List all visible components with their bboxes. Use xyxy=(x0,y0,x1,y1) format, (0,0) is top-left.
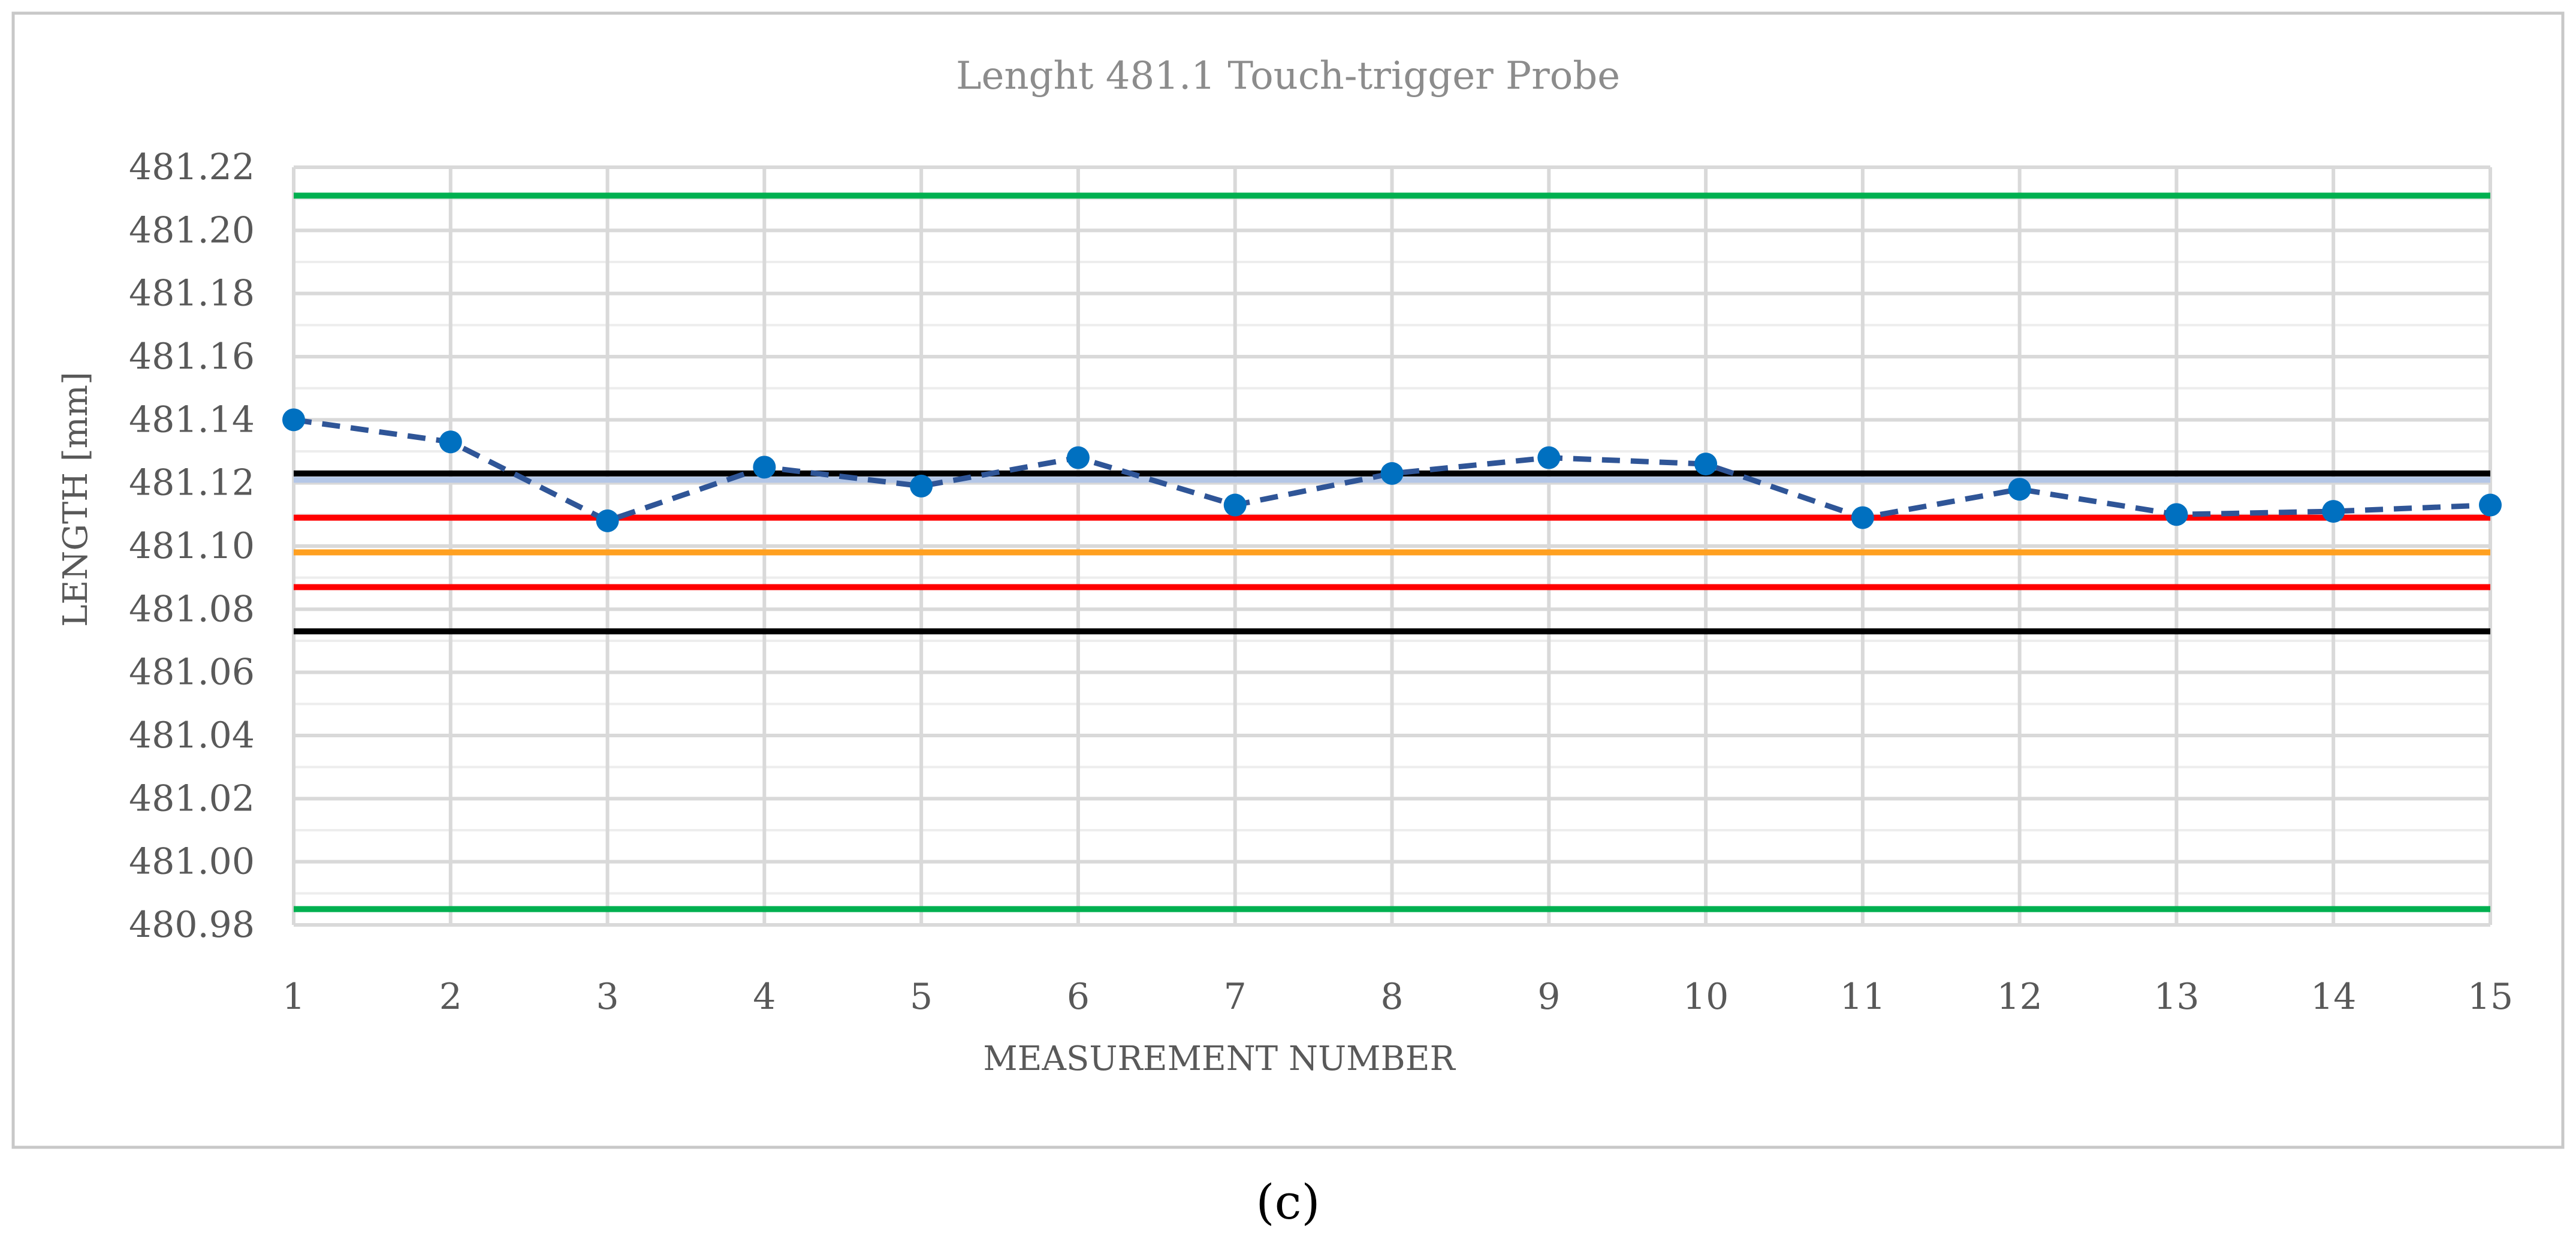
figure-caption: (c) xyxy=(1256,1174,1320,1230)
data-point xyxy=(1694,453,1718,476)
x-tick-label: 11 xyxy=(1840,976,1886,1018)
y-tick-label: 481.14 xyxy=(129,399,255,441)
data-point xyxy=(2322,500,2345,523)
x-tick-label: 6 xyxy=(1067,976,1090,1018)
y-axis-label: LENGTH [mm] xyxy=(56,372,95,627)
x-tick-label: 4 xyxy=(753,976,776,1018)
y-tick-label: 481.08 xyxy=(129,588,255,630)
data-point xyxy=(1851,506,1874,529)
y-tick-label: 481.16 xyxy=(129,336,255,378)
data-point xyxy=(1537,446,1561,469)
x-tick-label: 5 xyxy=(910,976,933,1018)
x-tick-labels: 1 2 3 4 5 6 7 8 9 10 11 12 13 14 15 xyxy=(282,976,2513,1018)
data-point xyxy=(1066,446,1090,469)
y-tick-label: 481.22 xyxy=(129,146,255,188)
y-tick-label: 481.00 xyxy=(129,841,255,883)
x-axis-label: MEASUREMENT NUMBER xyxy=(983,1039,1456,1078)
y-tick-label: 481.04 xyxy=(129,715,255,756)
x-tick-label: 9 xyxy=(1537,976,1560,1018)
data-point xyxy=(596,509,619,532)
data-point xyxy=(2008,478,2031,501)
y-tick-label: 481.10 xyxy=(129,525,255,567)
x-tick-label: 15 xyxy=(2468,976,2513,1018)
y-tick-label: 481.02 xyxy=(129,777,255,819)
data-point xyxy=(753,456,776,479)
chart-title: Lenght 481.1 Touch-trigger Probe xyxy=(956,54,1620,98)
data-point xyxy=(1223,493,1247,517)
x-tick-label: 10 xyxy=(1683,976,1729,1018)
data-point xyxy=(1380,462,1404,485)
y-tick-label: 481.12 xyxy=(129,462,255,504)
data-series xyxy=(282,408,2502,532)
data-point xyxy=(2165,503,2188,526)
x-tick-label: 7 xyxy=(1224,976,1247,1018)
y-tick-label: 481.18 xyxy=(129,273,255,315)
data-point xyxy=(282,408,305,432)
grid xyxy=(292,165,2492,927)
x-tick-label: 8 xyxy=(1380,976,1403,1018)
y-tick-label: 480.98 xyxy=(129,904,255,946)
x-tick-label: 13 xyxy=(2153,976,2199,1018)
x-tick-label: 1 xyxy=(282,976,305,1018)
chart-frame xyxy=(11,11,2565,1149)
x-tick-label: 2 xyxy=(439,976,462,1018)
data-point xyxy=(2479,493,2502,517)
x-tick-label: 3 xyxy=(596,976,619,1018)
x-tick-label: 14 xyxy=(2310,976,2356,1018)
x-tick-label: 12 xyxy=(1996,976,2042,1018)
y-tick-labels: 480.98 481.00 481.02 481.04 481.06 481.08 481.… xyxy=(129,146,255,946)
data-point xyxy=(439,430,462,454)
series-line xyxy=(293,417,2491,524)
y-tick-label: 481.06 xyxy=(129,652,255,694)
y-tick-label: 481.20 xyxy=(129,209,255,251)
data-point xyxy=(910,474,933,498)
